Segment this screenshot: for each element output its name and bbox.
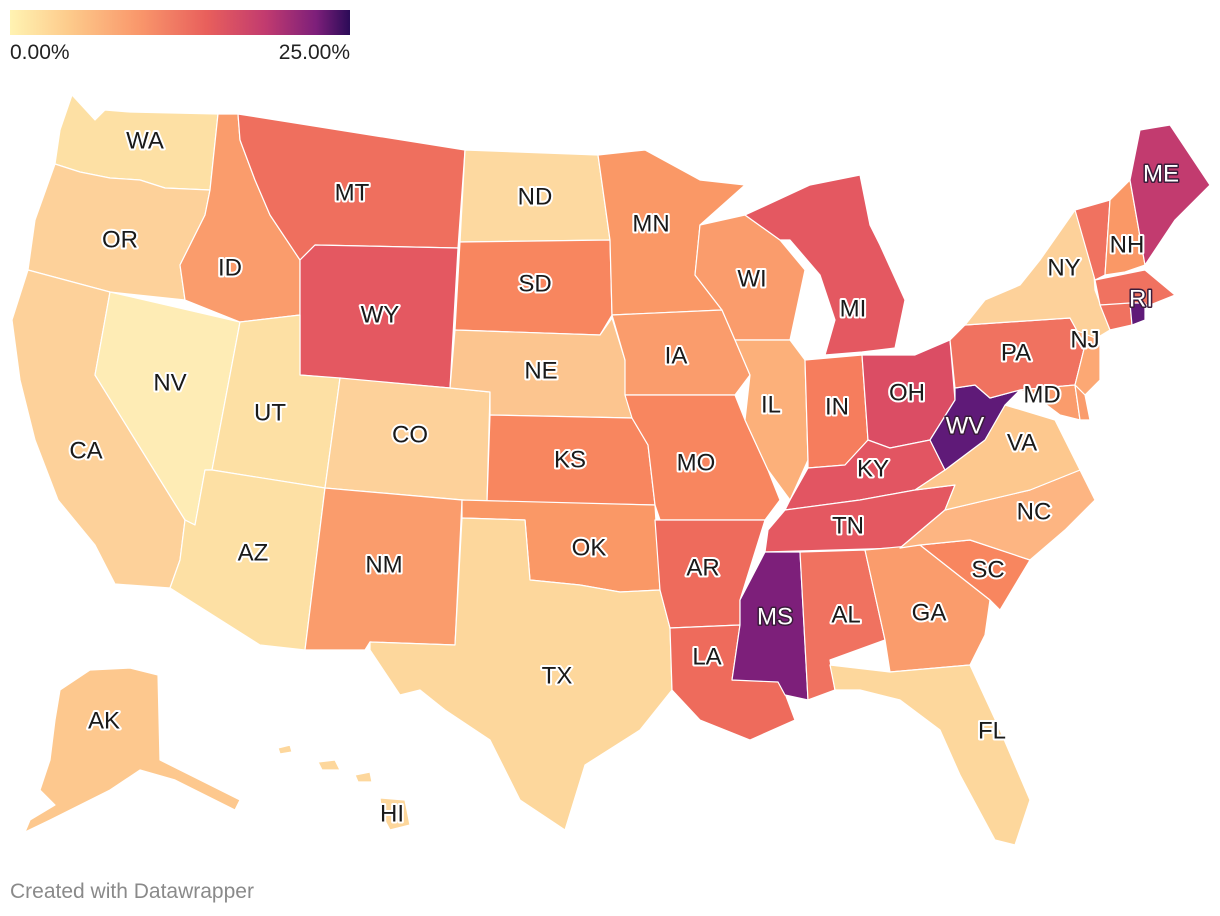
state-label-tn: TN — [832, 513, 864, 540]
state-label-wa: WA — [126, 128, 164, 155]
state-label-nv: NV — [153, 370, 186, 397]
state-label-ri: RI — [1129, 286, 1153, 313]
state-label-pa: PA — [1001, 340, 1031, 367]
state-label-nd: ND — [518, 184, 553, 211]
state-label-nj: NJ — [1070, 327, 1099, 354]
state-label-al: AL — [831, 602, 860, 629]
state-label-ne: NE — [524, 358, 557, 385]
state-label-wi: WI — [737, 266, 766, 293]
state-de[interactable] — [1074, 384, 1091, 421]
state-label-va: VA — [1007, 430, 1037, 457]
state-fl[interactable] — [829, 664, 1031, 846]
state-me[interactable] — [1129, 124, 1211, 266]
state-md[interactable] — [1019, 384, 1081, 421]
state-label-ak: AK — [88, 708, 120, 735]
state-label-ms: MS — [757, 604, 793, 631]
state-label-oh: OH — [889, 380, 925, 407]
state-label-sd: SD — [518, 271, 551, 298]
state-label-fl: FL — [978, 718, 1006, 745]
state-label-nc: NC — [1017, 499, 1052, 526]
state-label-mo: MO — [677, 450, 716, 477]
state-mi[interactable] — [744, 174, 906, 356]
state-label-or: OR — [102, 227, 138, 254]
legend-gradient-bar — [10, 10, 350, 35]
state-label-ok: OK — [572, 535, 607, 562]
state-label-nm: NM — [365, 552, 402, 579]
state-label-ks: KS — [554, 447, 586, 474]
state-label-md: MD — [1023, 382, 1060, 409]
state-label-hi: HI — [380, 801, 404, 828]
state-label-ca: CA — [69, 438, 102, 465]
state-label-ut: UT — [254, 400, 286, 427]
state-label-nh: NH — [1110, 232, 1145, 259]
color-legend: 0.00% 25.00% — [10, 10, 350, 64]
state-label-ky: KY — [857, 456, 889, 483]
state-ri[interactable] — [1129, 302, 1146, 326]
state-label-mt: MT — [335, 180, 370, 207]
state-label-mi: MI — [840, 296, 867, 323]
state-label-me: ME — [1143, 161, 1179, 188]
state-tx[interactable] — [369, 517, 673, 831]
us-choropleth-map: WA OR CA NV ID MT WY UT AZ CO NM ND SD N… — [11, 94, 1211, 846]
legend-min-label: 0.00% — [10, 41, 70, 64]
legend-max-label: 25.00% — [278, 41, 350, 64]
state-label-wy: WY — [361, 302, 400, 329]
state-label-ga: GA — [912, 600, 947, 627]
state-label-ia: IA — [665, 343, 688, 370]
state-label-wv: WV — [946, 413, 985, 440]
credit-text: Created with Datawrapper — [10, 880, 254, 903]
state-label-ny: NY — [1047, 255, 1080, 282]
state-label-id: ID — [218, 255, 242, 282]
state-nh[interactable] — [1104, 179, 1146, 276]
state-label-ar: AR — [686, 555, 719, 582]
state-sd[interactable] — [454, 239, 613, 336]
state-label-az: AZ — [238, 540, 269, 567]
state-label-tx: TX — [542, 663, 573, 690]
state-ma[interactable] — [1094, 269, 1176, 306]
state-label-co: CO — [392, 422, 428, 449]
state-label-mn: MN — [632, 211, 669, 238]
state-label-la: LA — [692, 644, 721, 671]
state-hi[interactable] — [277, 744, 411, 831]
state-label-il: IL — [761, 392, 781, 419]
state-label-in: IN — [825, 394, 849, 421]
state-label-sc: SC — [971, 557, 1004, 584]
state-ak[interactable] — [24, 667, 241, 833]
